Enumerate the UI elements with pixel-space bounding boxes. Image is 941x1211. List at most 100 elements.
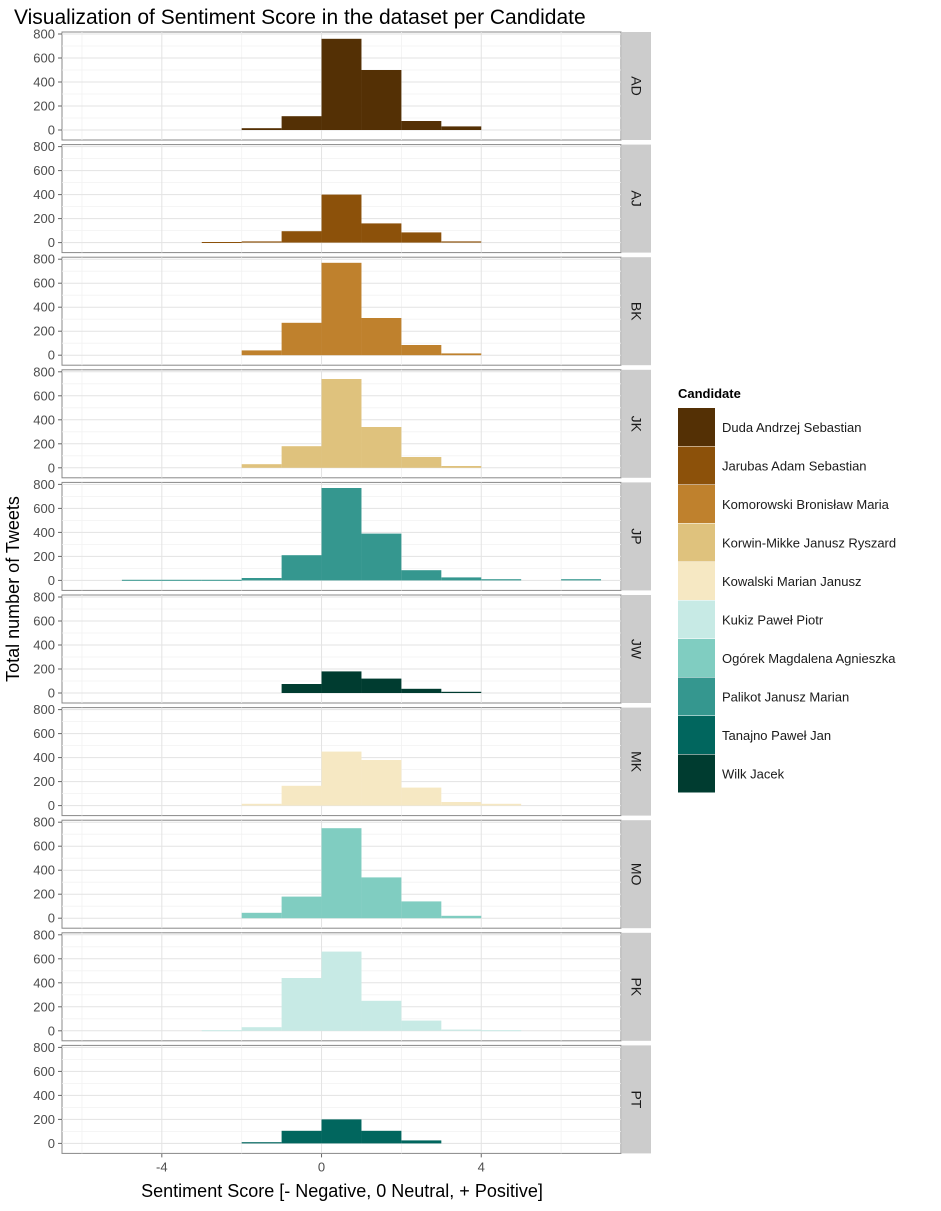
y-tick-label: 600 [33,1064,55,1079]
facet-strip [622,369,651,478]
bar-jk-bin [401,457,442,468]
y-axis-label: Total number of Tweets [3,496,23,682]
bar-jp-bin [161,579,202,581]
x-tick-label: -4 [156,1159,168,1174]
legend-swatch [678,754,715,793]
y-tick-label: 0 [48,686,55,701]
bar-mk-bin [401,787,442,806]
legend-swatch [678,523,715,562]
legend-entry-label: Jarubas Adam Sebastian [722,458,867,473]
legend-swatch [678,446,715,485]
facet-panel-aj: 0 200 400 600 800 AJ [33,139,651,254]
legend-swatch [678,562,715,600]
facets-layer: 0 200 400 600 800 AD 0 200 400 600 800 AJ 0 200 400 600… [33,27,651,1154]
bar-pk-bin [241,1027,282,1031]
x-tick-label: 4 [478,1159,485,1174]
y-tick-label: 0 [48,911,55,926]
bar-jw-bin [321,671,362,693]
facet-strip-label: PT [629,1090,645,1108]
facet-strip-label: MO [629,863,645,886]
bar-jp-bin [401,570,442,581]
y-tick-label: 0 [48,460,55,475]
y-tick-label: 800 [33,1040,55,1055]
y-tick-label: 600 [33,163,55,178]
bar-jp-bin [281,555,322,581]
legend-swatch [678,716,715,754]
y-tick-label: 200 [33,887,55,902]
y-tick-label: 800 [33,139,55,154]
bar-mo-bin [361,877,402,919]
bar-jp-bin [321,488,362,581]
bar-pt-bin [281,1130,322,1144]
y-tick-label: 400 [33,300,55,315]
bar-jw-bin [361,678,402,693]
bar-pk-bin [441,1029,482,1031]
y-tick-label: 800 [33,364,55,379]
bar-aj-bin [401,232,442,243]
bar-mk-bin [481,803,522,806]
y-tick-label: 200 [33,549,55,564]
bar-aj-bin [201,242,242,243]
facet-panel-pt: 0 200 400 600 800 PT [33,1040,651,1154]
legend-entry-label: Kukiz Paweł Piotr [722,612,824,627]
facet-strip-label: JP [629,528,645,544]
bar-jk-bin [441,466,482,468]
y-tick-label: 600 [33,501,55,516]
bar-aj-bin [441,241,482,243]
bar-jp-bin [441,577,482,581]
bar-ad-bin [321,38,362,130]
legend-swatch [678,408,715,446]
y-tick-label: 600 [33,51,55,66]
y-tick-label: 600 [33,276,55,291]
legend-swatch [678,677,715,716]
y-tick-label: 600 [33,726,55,741]
y-tick-label: 200 [33,999,55,1014]
facet-strip-label: AD [629,76,645,95]
y-tick-label: 200 [33,324,55,339]
y-tick-label: 0 [48,1023,55,1038]
bar-pk-bin [401,1020,442,1031]
legend-entry-label: Ogórek Magdalena Agnieszka [722,651,896,666]
bar-jp-bin [481,579,522,581]
bar-bk-bin [321,262,362,356]
bar-bk-bin [241,350,282,356]
bar-pk-bin [281,978,322,1031]
facet-strip [622,595,651,703]
bar-pk-bin [201,1030,242,1032]
bar-pt-bin [241,1142,282,1144]
y-tick-label: 400 [33,975,55,990]
bar-pt-bin [401,1140,442,1144]
chart-title: Visualization of Sentiment Score in the … [14,6,586,29]
bar-pk-bin [361,1000,402,1031]
bar-mo-bin [281,896,322,919]
y-tick-label: 200 [33,662,55,677]
facet-strip [622,820,651,929]
y-tick-label: 0 [48,235,55,250]
y-tick-label: 600 [33,839,55,854]
y-tick-label: 200 [33,436,55,451]
facet-strip [622,707,651,816]
facet-strip [622,482,651,591]
bar-pt-bin [321,1119,362,1144]
bar-pt-bin [361,1130,402,1144]
bar-jw-bin [441,691,482,693]
bar-aj-bin [321,194,362,243]
bar-jp-bin [561,579,602,581]
y-tick-label: 200 [33,211,55,226]
y-tick-label: 400 [33,187,55,202]
facet-strip [622,1045,651,1154]
bar-jw-bin [401,688,442,693]
y-tick-label: 400 [33,750,55,765]
legend-entry-label: Wilk Jacek [722,766,785,781]
facet-panel-mk: 0 200 400 600 800 MK [33,702,651,817]
bar-aj-bin [241,241,282,243]
facet-panel-jw: 0 200 400 600 800 JW [33,590,651,704]
bar-pk-bin [321,951,362,1031]
facet-strip-label: AJ [629,190,645,206]
y-tick-label: 200 [33,1112,55,1127]
facet-panel-mo: 0 200 400 600 800 MO [33,815,651,929]
y-tick-label: 800 [33,702,55,717]
y-tick-label: 400 [33,412,55,427]
legend-entry-label: Palikot Janusz Marian [722,689,849,704]
